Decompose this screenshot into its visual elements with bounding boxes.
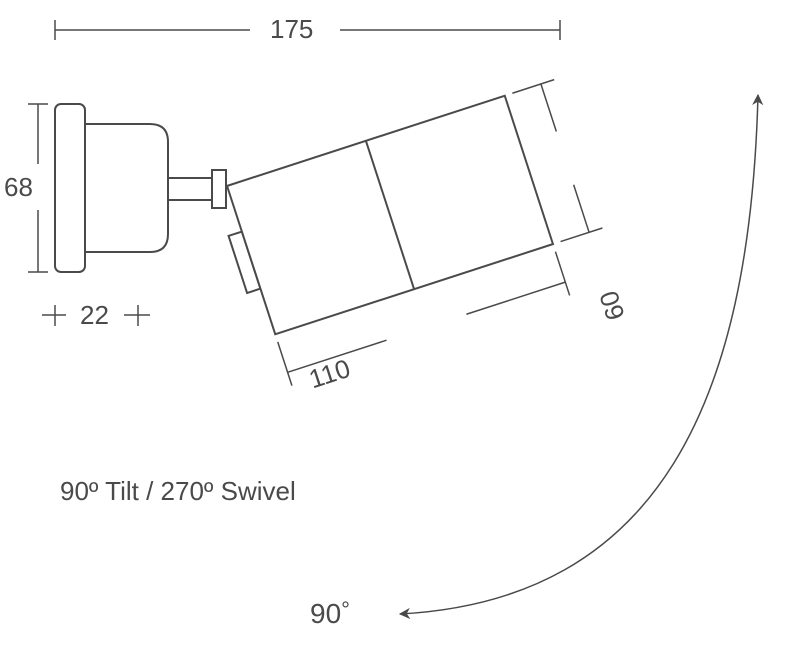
head-group <box>214 80 619 390</box>
label-90deg: 90° <box>310 598 350 630</box>
stem <box>168 170 226 208</box>
label-22: 22 <box>80 300 109 331</box>
label-68: 68 <box>4 172 33 203</box>
base-body <box>85 124 168 252</box>
base-plate <box>55 104 85 272</box>
label-175: 175 <box>270 14 313 45</box>
tilt-swivel-annotation: 90º Tilt / 270º Swivel <box>60 476 296 507</box>
diagram-svg <box>0 0 808 656</box>
